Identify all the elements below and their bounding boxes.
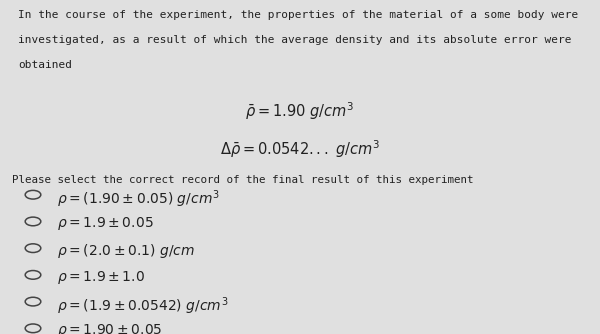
Text: $\rho = (1.9 \pm 0.0542)\ g/cm^3$: $\rho = (1.9 \pm 0.0542)\ g/cm^3$: [57, 296, 229, 317]
Text: $\rho = 1.90 \pm 0.05$: $\rho = 1.90 \pm 0.05$: [57, 322, 163, 334]
Text: Please select the correct record of the final result of this experiment: Please select the correct record of the …: [12, 175, 473, 185]
Text: $\Delta\bar{\rho} = 0.0542...\ g/cm^3$: $\Delta\bar{\rho} = 0.0542...\ g/cm^3$: [220, 139, 380, 160]
Text: investigated, as a result of which the average density and its absolute error we: investigated, as a result of which the a…: [18, 35, 571, 45]
Text: In the course of the experiment, the properties of the material of a some body w: In the course of the experiment, the pro…: [18, 10, 578, 20]
Text: $\rho = 1.9 \pm 0.05$: $\rho = 1.9 \pm 0.05$: [57, 215, 154, 232]
Text: $\bar{\rho} = 1.90\ g/cm^3$: $\bar{\rho} = 1.90\ g/cm^3$: [245, 100, 355, 122]
Text: obtained: obtained: [18, 60, 72, 70]
Text: $\rho = 1.9 \pm 1.0$: $\rho = 1.9 \pm 1.0$: [57, 269, 145, 286]
Text: $\rho = (2.0 \pm 0.1)\ g/cm$: $\rho = (2.0 \pm 0.1)\ g/cm$: [57, 242, 195, 260]
Text: $\rho = (1.90 \pm 0.05)\ g/cm^3$: $\rho = (1.90 \pm 0.05)\ g/cm^3$: [57, 189, 220, 210]
